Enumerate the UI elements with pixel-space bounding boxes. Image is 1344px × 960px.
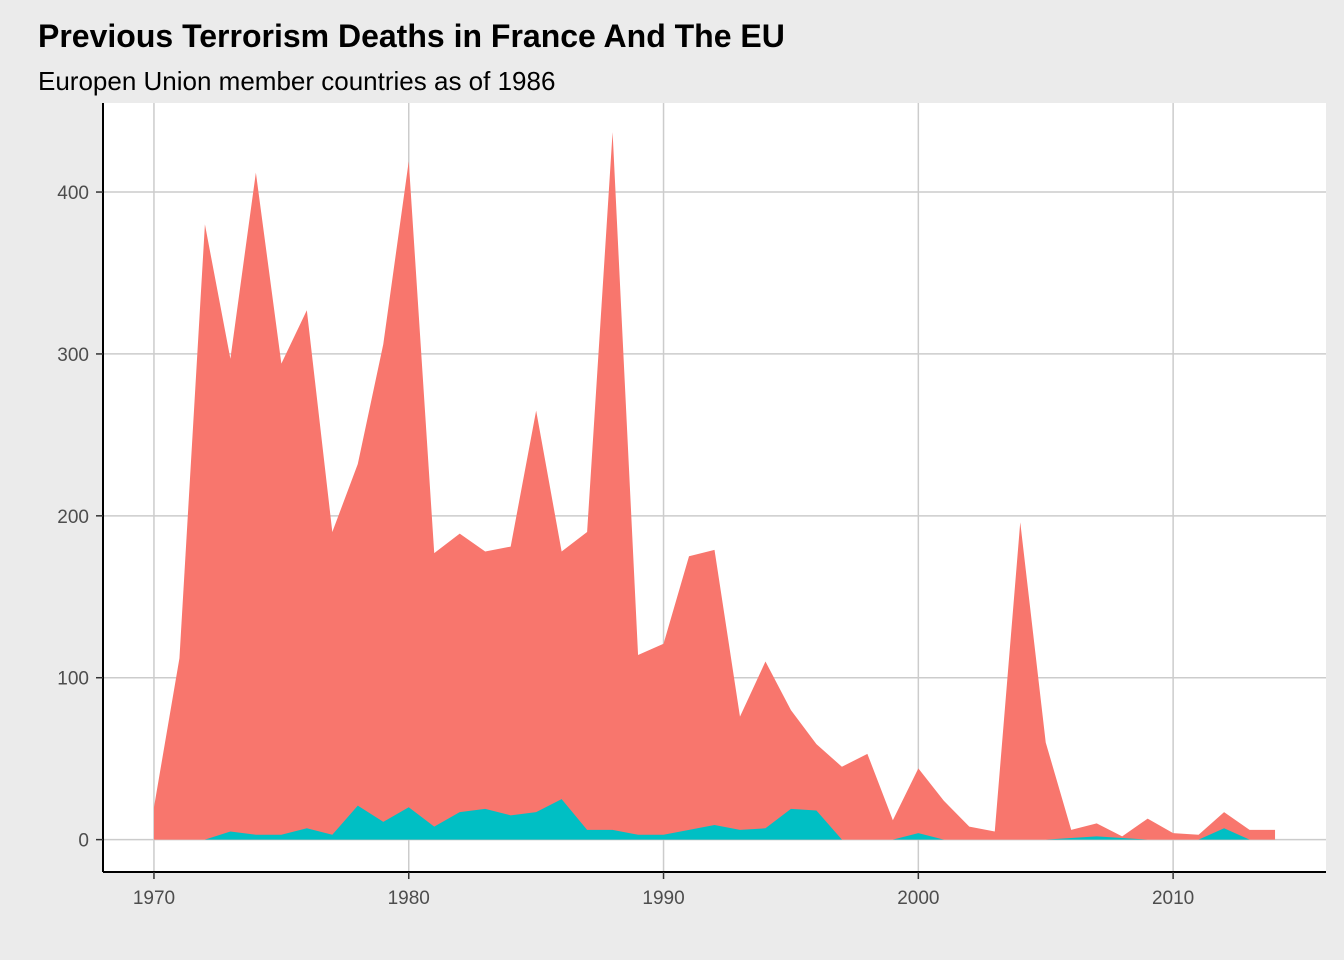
x-tick-label-1970: 1970 [133, 888, 175, 909]
y-tick-label-400: 400 [57, 183, 89, 204]
chart-subtitle: Europen Union member countries as of 198… [38, 66, 556, 96]
series-areas [153, 132, 1276, 840]
y-tick-label-300: 300 [57, 345, 89, 366]
y-tick-label-100: 100 [57, 669, 89, 690]
y-axis-ticks: 0 100 200 300 400 [57, 183, 103, 852]
y-tick-label-0: 0 [78, 831, 89, 852]
series-area-1 [153, 132, 1276, 840]
x-tick-label-2000: 2000 [897, 888, 939, 909]
x-tick-label-2010: 2010 [1152, 888, 1194, 909]
series-area-2 [153, 799, 1276, 840]
y-tick-label-200: 200 [57, 507, 89, 528]
x-tick-label-1980: 1980 [388, 888, 430, 909]
x-axis-ticks: 1970 1980 1990 2000 2010 [133, 872, 1194, 909]
chart-title: Previous Terrorism Deaths in France And … [38, 18, 785, 54]
x-tick-label-1990: 1990 [642, 888, 684, 909]
